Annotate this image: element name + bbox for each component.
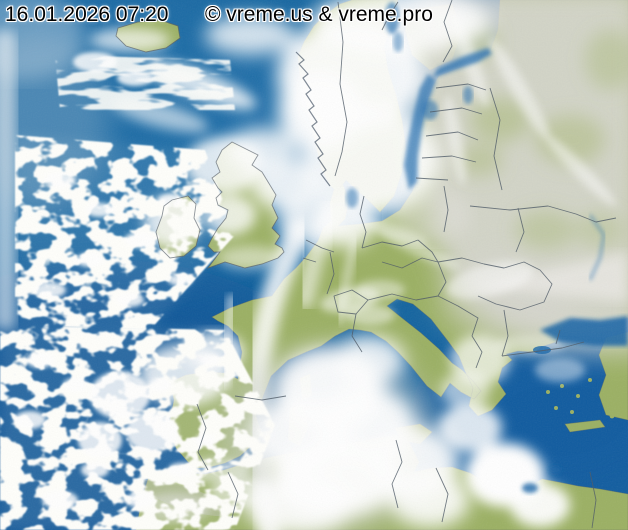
timestamp-label: 16.01.2026 07:20 <box>5 3 169 26</box>
copyright-label: © vreme.us & vreme.pro <box>205 3 433 26</box>
